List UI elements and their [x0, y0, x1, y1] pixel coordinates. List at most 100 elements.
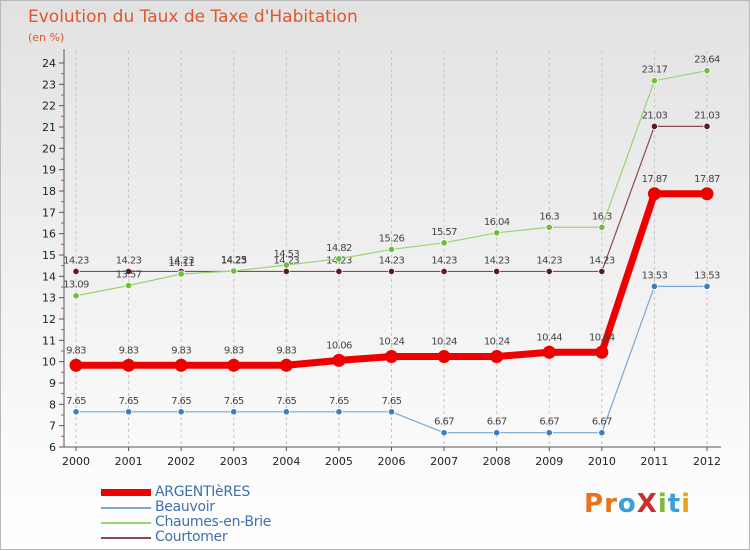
x-tick-label: 2002: [167, 455, 195, 468]
data-label: 7.65: [276, 396, 296, 407]
data-point: [703, 122, 711, 130]
data-label: 9.83: [119, 345, 139, 356]
legend-swatch-argentieres: [101, 489, 151, 496]
data-label: 14.23: [536, 255, 562, 266]
data-point: [440, 429, 448, 437]
data-label: 7.65: [119, 396, 139, 407]
data-point: [387, 245, 396, 254]
data-point: [227, 358, 241, 372]
data-point: [387, 408, 396, 416]
y-tick-label: 21: [42, 121, 56, 134]
legend-swatch-chaumes-en-brie: [101, 522, 151, 524]
data-point: [440, 239, 448, 247]
data-label: 21.03: [694, 110, 720, 121]
data-label: 6.67: [487, 417, 507, 428]
data-point: [493, 229, 501, 237]
y-tick-label: 9: [49, 377, 56, 390]
data-label: 17.87: [642, 174, 668, 185]
data-point: [177, 408, 185, 416]
logo-letter: r: [604, 489, 618, 519]
y-tick-label: 14: [42, 270, 56, 283]
data-label: 13.53: [642, 270, 668, 281]
data-label: 21.03: [642, 110, 668, 121]
data-label: 7.65: [66, 396, 86, 407]
x-tick-label: 2004: [272, 455, 300, 468]
legend-label: Chaumes-en-Brie: [155, 514, 272, 530]
x-tick-label: 2003: [220, 455, 248, 468]
y-tick-label: 20: [42, 142, 56, 155]
x-tick-label: 2011: [640, 455, 668, 468]
data-point: [650, 282, 659, 290]
logo-letter: t: [667, 489, 682, 519]
data-label: 14.23: [274, 255, 300, 266]
data-label: 7.65: [224, 396, 244, 407]
legend-label: Courtomer: [155, 529, 228, 545]
data-point: [335, 267, 343, 276]
data-label: 14.11: [168, 258, 194, 269]
data-point: [493, 267, 501, 276]
y-tick-label: 17: [42, 206, 56, 219]
data-label: 9.83: [276, 345, 296, 356]
proxiti-logo: ProXiti: [584, 489, 691, 519]
data-label: 7.65: [171, 396, 191, 407]
y-tick-label: 13: [42, 292, 56, 305]
data-point: [650, 77, 659, 85]
data-point: [598, 429, 606, 437]
data-label: 14.23: [63, 255, 89, 266]
x-tick-label: 2006: [378, 455, 406, 468]
y-tick-label: 11: [42, 334, 56, 347]
x-tick-label: 2000: [62, 455, 90, 468]
data-point: [703, 282, 711, 290]
data-point: [124, 281, 133, 290]
x-tick-label: 2010: [588, 455, 616, 468]
data-point: [700, 187, 714, 201]
data-point: [335, 255, 343, 263]
data-label: 14.23: [379, 255, 405, 266]
data-label: 14.25: [221, 255, 247, 266]
data-label: 10.24: [379, 337, 405, 348]
data-point: [124, 408, 133, 416]
data-label: 15.26: [379, 233, 405, 244]
data-point: [282, 267, 290, 276]
data-label: 14.23: [221, 255, 247, 266]
data-point: [647, 187, 661, 201]
data-label: 13.57: [116, 270, 142, 281]
data-point: [72, 267, 80, 276]
data-point: [493, 429, 501, 437]
data-label: 14.23: [431, 255, 457, 266]
data-label: 7.65: [382, 396, 402, 407]
legend-swatch-beauvoir: [101, 507, 151, 509]
data-point: [332, 353, 346, 367]
data-label: 15.57: [431, 227, 457, 238]
y-tick-label: 6: [49, 441, 56, 454]
y-tick-label: 16: [42, 228, 56, 241]
legend-label: ARGENTIèRES: [155, 484, 250, 500]
logo-letter: i: [681, 489, 692, 519]
data-label: 14.23: [589, 255, 615, 266]
data-point: [545, 429, 553, 437]
data-point: [282, 408, 290, 416]
data-point: [650, 122, 659, 130]
x-tick-label: 2012: [693, 455, 721, 468]
data-point: [385, 350, 398, 364]
data-point: [598, 267, 606, 276]
data-label: 10.24: [431, 337, 457, 348]
data-label: 6.67: [592, 417, 612, 428]
logo-letter: i: [657, 489, 668, 519]
data-label: 13.53: [694, 270, 720, 281]
x-tick-label: 2007: [430, 455, 458, 468]
data-label: 9.83: [171, 345, 191, 356]
data-label: 10.44: [536, 332, 562, 343]
data-point: [387, 267, 396, 276]
y-tick-label: 24: [42, 57, 56, 70]
y-tick-label: 18: [42, 185, 56, 198]
data-point: [230, 267, 238, 275]
y-tick-label: 19: [42, 164, 56, 177]
legend-swatch-courtomer: [101, 537, 151, 539]
data-label: 14.82: [326, 243, 352, 254]
data-label: 7.65: [329, 396, 349, 407]
data-point: [598, 223, 606, 231]
data-point: [282, 261, 290, 269]
y-tick-label: 10: [42, 356, 56, 369]
y-tick-label: 7: [49, 420, 56, 433]
